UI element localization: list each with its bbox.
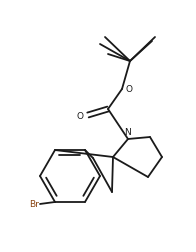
Text: Br: Br — [29, 200, 39, 209]
Text: O: O — [126, 84, 133, 93]
Text: N: N — [125, 128, 131, 137]
Text: O: O — [77, 111, 84, 120]
